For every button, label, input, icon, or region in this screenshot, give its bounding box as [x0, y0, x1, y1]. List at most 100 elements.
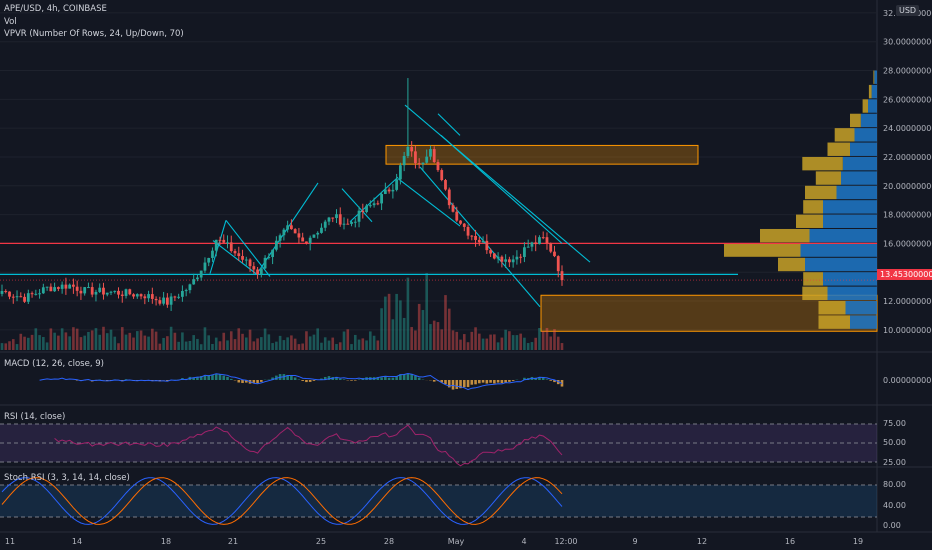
candle-body — [211, 250, 214, 258]
volume-bar — [493, 334, 496, 350]
volume-bar — [188, 340, 192, 350]
candle-body — [94, 291, 98, 295]
currency-badge[interactable]: USD — [896, 5, 920, 16]
candle-body — [372, 203, 376, 206]
candle-body — [207, 257, 211, 263]
candle-body — [305, 241, 308, 244]
rsi-label: RSI (14, close) — [4, 412, 66, 422]
volume-bar — [414, 330, 417, 350]
trend-line — [212, 240, 257, 275]
time-tick-label: 9 — [632, 537, 637, 546]
vp-down-bar — [818, 301, 846, 315]
candle-body — [139, 294, 143, 297]
candle-body — [444, 180, 447, 190]
candlesticks — [0, 78, 564, 311]
vp-down-bar — [805, 185, 837, 200]
volume-bar — [158, 343, 162, 350]
volume-bar — [515, 335, 519, 350]
volume-bar — [342, 331, 346, 350]
candle-body — [538, 237, 541, 245]
macd-histogram-bar — [500, 380, 504, 383]
volume-bar — [241, 333, 244, 350]
vp-up-bar — [850, 142, 877, 156]
macd-line — [39, 372, 563, 391]
candle-body — [361, 210, 365, 213]
macd-histogram-bar — [350, 380, 353, 381]
time-tick-label: 21 — [228, 537, 238, 546]
volume-bar — [429, 324, 432, 350]
volume-bar — [560, 343, 564, 350]
macd-histogram-bar — [470, 380, 474, 385]
candle-body — [165, 297, 169, 305]
macd-histogram-bar — [271, 377, 274, 380]
volume-bar — [504, 329, 507, 350]
macd-histogram-bar — [293, 377, 297, 380]
volume-bar — [519, 333, 522, 350]
candle-body — [237, 253, 241, 257]
candle-body — [132, 294, 135, 297]
volume-bar — [541, 331, 545, 350]
candle-body — [222, 239, 226, 243]
candle-body — [147, 294, 150, 299]
candle-body — [75, 286, 79, 291]
macd-histogram-bar — [211, 374, 214, 380]
rsi-tick-label: 50.00 — [883, 438, 906, 447]
volume-bar — [177, 341, 180, 350]
volume-bar — [440, 329, 444, 350]
candle-body — [53, 287, 57, 292]
candle-body — [233, 251, 237, 254]
candle-body — [545, 237, 549, 244]
candle-body — [4, 291, 8, 293]
volume-bar — [143, 335, 147, 350]
volume-bar — [387, 293, 391, 350]
macd-histogram-bar — [241, 380, 244, 384]
volume-bar — [331, 337, 335, 350]
volume-bar — [42, 337, 45, 350]
candle-body — [530, 242, 534, 247]
macd-histogram-bar — [75, 380, 79, 381]
vp-up-bar — [845, 301, 877, 315]
candle-body — [90, 287, 94, 295]
macd-histogram-bar — [312, 380, 316, 381]
volume-bar — [357, 339, 361, 350]
volume-bar — [15, 344, 19, 350]
volume-bar — [222, 332, 226, 350]
volume-bar — [485, 338, 489, 350]
volume-bar — [218, 341, 222, 350]
volume-bar — [87, 331, 90, 350]
volume-bar — [173, 332, 177, 350]
stoch-rsi-label: Stoch RSI (3, 3, 14, 14, close) — [4, 473, 130, 483]
candle-body — [421, 162, 425, 165]
macd-tick-label: 0.00000000 — [883, 376, 931, 385]
candle-body — [466, 226, 470, 236]
price-tick-label: 26.00000000 — [883, 95, 932, 104]
volume-bar — [109, 329, 113, 350]
candle-body — [395, 179, 399, 190]
macd-histogram-bar — [260, 380, 263, 382]
macd-histogram-bar — [478, 380, 481, 384]
volume-bar — [90, 330, 94, 350]
candle-body — [128, 289, 132, 295]
volume-bar — [128, 332, 132, 350]
volume-bar — [151, 328, 154, 350]
volume-bar — [147, 336, 150, 350]
macd-histogram-bar — [244, 380, 248, 383]
volume-bar — [68, 336, 71, 350]
macd-histogram-bar — [496, 380, 500, 383]
candle-body — [274, 240, 278, 250]
candle-body — [150, 294, 154, 299]
candle-body — [289, 225, 293, 230]
macd-histogram-bar — [399, 374, 402, 380]
volume-bar — [297, 344, 301, 350]
candle-body — [117, 290, 120, 295]
volume-bar — [335, 344, 338, 350]
volume-bar — [395, 293, 398, 350]
volume-bar — [353, 334, 357, 350]
volume-bar — [263, 328, 267, 350]
vp-down-bar — [724, 243, 801, 257]
volume-bar — [312, 334, 316, 350]
macd-histogram-bar — [305, 380, 308, 383]
candle-body — [383, 189, 387, 195]
volume-bar — [199, 344, 203, 350]
